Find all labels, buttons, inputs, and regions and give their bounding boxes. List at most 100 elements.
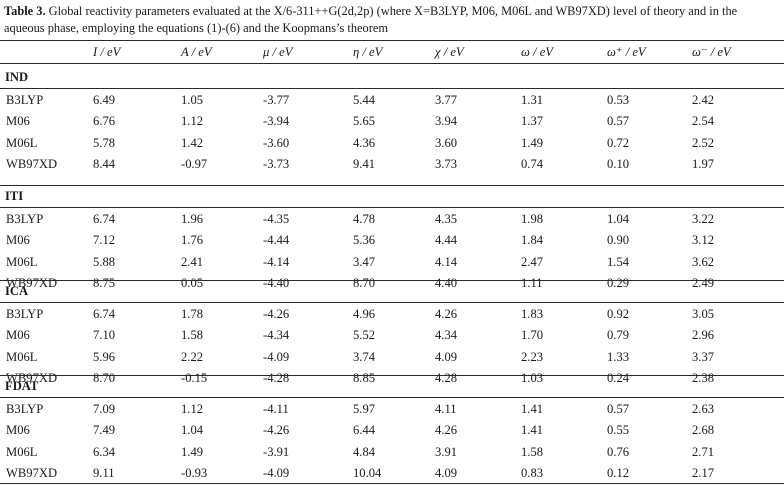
table-cell: 2.96: [692, 328, 715, 343]
table-cell: 2.38: [692, 370, 715, 385]
table-cell: 5.97: [353, 402, 376, 416]
table-cell: 1.11: [521, 275, 543, 290]
table-cell: 6.74: [93, 307, 116, 321]
table-cell: -3.73: [263, 156, 290, 171]
table-caption: Table 3. Global reactivity parameters ev…: [4, 3, 780, 36]
table-cell: 0.74: [521, 156, 544, 171]
table-rule: [0, 63, 784, 64]
table-cell: 7.49: [93, 423, 116, 438]
table-cell: 1.83: [521, 307, 544, 321]
table-cell: 0.76: [607, 444, 630, 459]
table-cell: 4.34: [435, 328, 458, 343]
table-cell: 1.49: [521, 135, 544, 150]
table-cell: 0.12: [607, 465, 630, 480]
table-cell: 1.04: [181, 423, 204, 438]
table-cell: 3.05: [692, 307, 715, 321]
table-cell: 5.36: [353, 233, 376, 248]
table-cell: 0.55: [607, 423, 630, 438]
method-label: M06L: [6, 444, 38, 459]
table-rule: [0, 483, 784, 484]
table-cell: 3.74: [353, 349, 376, 364]
table-cell: 4.96: [353, 307, 376, 321]
table-cell: 2.42: [692, 93, 715, 107]
table-rule: [0, 207, 784, 208]
table-cell: 1.84: [521, 233, 544, 248]
table-cell: 3.12: [692, 233, 715, 248]
table-cell: -3.94: [263, 114, 290, 129]
table-cell: 1.58: [521, 444, 544, 459]
table-rule: [0, 397, 784, 398]
column-header: μ / eV: [263, 45, 293, 59]
table-rule: [0, 302, 784, 303]
table-cell: 5.65: [353, 114, 376, 129]
table-cell: 1.05: [181, 93, 204, 107]
table-cell: 1.37: [521, 114, 544, 129]
table-cell: -4.40: [263, 275, 290, 290]
method-label: M06: [6, 233, 30, 248]
table-cell: 1.70: [521, 328, 544, 343]
table-cell: -4.26: [263, 307, 290, 321]
table-cell: -3.60: [263, 135, 290, 150]
column-header: η / eV: [353, 45, 383, 59]
method-label: WB97XD: [6, 370, 58, 385]
table-cell: 5.88: [93, 254, 116, 269]
method-label: WB97XD: [6, 156, 58, 171]
table-cell: 8.70: [353, 275, 376, 290]
table-cell: 1.41: [521, 402, 544, 416]
method-label: M06: [6, 328, 30, 343]
table-cell: 2.23: [521, 349, 544, 364]
table-cell: 0.24: [607, 370, 630, 385]
table-cell: 9.41: [353, 156, 376, 171]
table-cell: 1.96: [181, 212, 204, 226]
method-label: B3LYP: [6, 402, 44, 416]
table-cell: 4.26: [435, 307, 458, 321]
table-rule: [0, 40, 784, 41]
column-header: ω⁺ / eV: [607, 45, 646, 59]
table-cell: 4.84: [353, 444, 376, 459]
table-cell: 2.49: [692, 275, 715, 290]
table-cell: 1.12: [181, 402, 204, 416]
table-rule: [0, 280, 784, 281]
table-cell: 0.90: [607, 233, 630, 248]
method-label: M06: [6, 114, 30, 129]
table-cell: 7.10: [93, 328, 116, 343]
table-cell: 4.78: [353, 212, 376, 226]
table-cell: 2.54: [692, 114, 715, 129]
table-cell: 3.94: [435, 114, 458, 129]
table-cell: 4.09: [435, 349, 458, 364]
table-cell: 2.17: [692, 465, 715, 480]
table-cell: -4.34: [263, 328, 290, 343]
group-label: ITI: [5, 189, 24, 203]
table-cell: 1.41: [521, 423, 544, 438]
table-cell: 4.44: [435, 233, 458, 248]
table-cell: 6.74: [93, 212, 116, 226]
column-header: χ / eV: [435, 45, 464, 59]
table-cell: 0.29: [607, 275, 630, 290]
table-cell: 6.76: [93, 114, 116, 129]
method-label: B3LYP: [6, 307, 44, 321]
group-label: IND: [5, 70, 29, 84]
table-cell: 7.09: [93, 402, 116, 416]
table-cell: 4.40: [435, 275, 458, 290]
table-cell: 2.41: [181, 254, 204, 269]
group-label: ICA: [5, 284, 29, 298]
table-cell: -4.26: [263, 423, 290, 438]
table-cell: -0.93: [181, 465, 208, 480]
table-cell: 1.76: [181, 233, 204, 248]
table-cell: 4.09: [435, 465, 458, 480]
table-cell: 2.22: [181, 349, 204, 364]
table-cell: -3.77: [263, 93, 290, 107]
table-cell: 3.91: [435, 444, 458, 459]
table-cell: 0.72: [607, 135, 630, 150]
method-label: M06L: [6, 349, 38, 364]
table-cell: 1.03: [521, 370, 544, 385]
table-cell: 1.54: [607, 254, 630, 269]
table-cell: 1.33: [607, 349, 630, 364]
table-rule: [0, 88, 784, 89]
table-cell: 1.78: [181, 307, 204, 321]
table-cell: 0.83: [521, 465, 544, 480]
table-cell: 1.31: [521, 93, 544, 107]
table-cell: 8.44: [93, 156, 116, 171]
table-cell: 5.44: [353, 93, 376, 107]
table-cell: 0.92: [607, 307, 630, 321]
